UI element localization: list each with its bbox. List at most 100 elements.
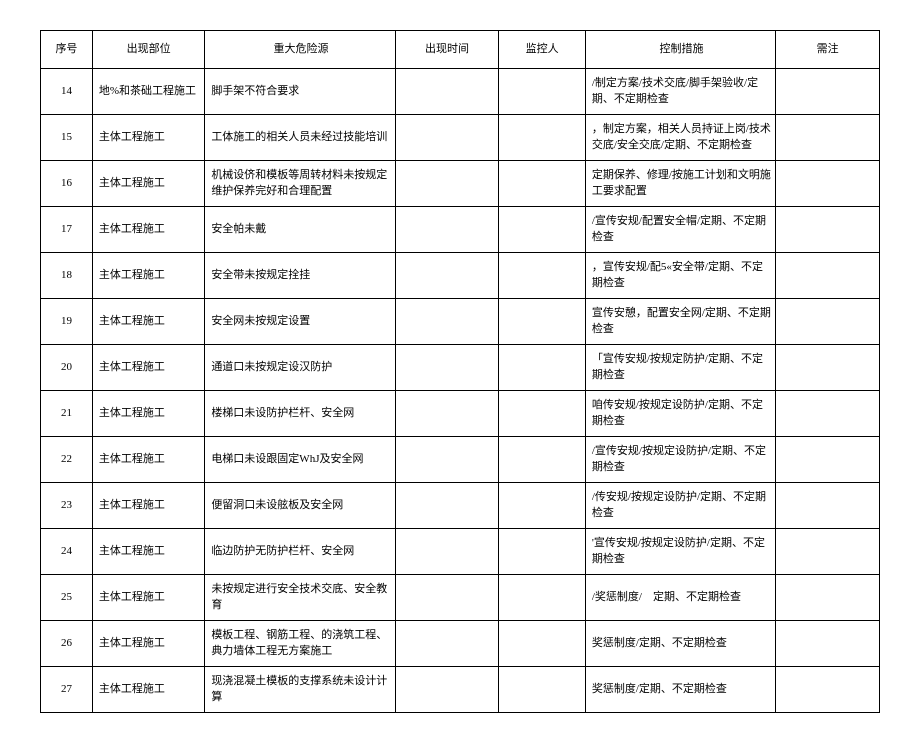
cell-seq: 20 xyxy=(41,344,93,390)
cell-seq: 24 xyxy=(41,528,93,574)
header-row: 序号 出现部位 重大危险源 出现时间 监控人 控制措施 需注 xyxy=(41,31,880,69)
cell-note xyxy=(776,68,880,114)
cell-measure: 咱传安规/按规定设防护/定期、不定期检查 xyxy=(585,390,775,436)
cell-time xyxy=(395,620,499,666)
header-seq: 序号 xyxy=(41,31,93,69)
cell-loc: 主体工程施工 xyxy=(92,206,204,252)
header-loc: 出现部位 xyxy=(92,31,204,69)
cell-monitor xyxy=(499,298,585,344)
cell-measure: /传安规/按规定设防护/定期、不定期检查 xyxy=(585,482,775,528)
cell-seq: 27 xyxy=(41,666,93,712)
cell-time xyxy=(395,114,499,160)
cell-measure: 奖惩制度/定期、不定期检查 xyxy=(585,666,775,712)
cell-time xyxy=(395,252,499,298)
cell-seq: 15 xyxy=(41,114,93,160)
table-row: 26主体工程施工模板工程、钢筋工程、的浇筑工程、典力墙体工程无方案施工 奖惩制度/… xyxy=(41,620,880,666)
cell-note xyxy=(776,666,880,712)
cell-note xyxy=(776,620,880,666)
cell-seq: 26 xyxy=(41,620,93,666)
cell-note xyxy=(776,390,880,436)
cell-seq: 17 xyxy=(41,206,93,252)
cell-seq: 18 xyxy=(41,252,93,298)
cell-monitor xyxy=(499,620,585,666)
cell-note xyxy=(776,528,880,574)
table-row: 14地%和茶础工程施工脚手架不符合要求/制定方案/技术交底/脚手架验收/定期、不… xyxy=(41,68,880,114)
table-row: 15主体工程施工工体施工的相关人员未经过技能培训 ，制定方案，相关人员持证上岗/技… xyxy=(41,114,880,160)
table-row: 18主体工程施工安全带未按规定拴挂，宣传安规/配5«安全带/定期、不定期检查 xyxy=(41,252,880,298)
cell-note xyxy=(776,114,880,160)
hazard-table: 序号 出现部位 重大危险源 出现时间 监控人 控制措施 需注 14地%和茶础工程… xyxy=(40,30,880,713)
cell-hazard: 安全带未按规定拴挂 xyxy=(205,252,395,298)
cell-time xyxy=(395,528,499,574)
cell-monitor xyxy=(499,252,585,298)
cell-loc: 主体工程施工 xyxy=(92,528,204,574)
cell-loc: 主体工程施工 xyxy=(92,114,204,160)
cell-loc: 主体工程施工 xyxy=(92,298,204,344)
table-row: 22主体工程施工电梯口未设跟固定WhJ及安全网/宣传安规/按规定设防护/定期、不… xyxy=(41,436,880,482)
cell-seq: 14 xyxy=(41,68,93,114)
table-row: 21主体工程施工楼梯口未设防护栏杆、安全网咱传安规/按规定设防护/定期、不定期检… xyxy=(41,390,880,436)
cell-loc: 主体工程施工 xyxy=(92,666,204,712)
cell-hazard: 便留洞口未设舷板及安全网 xyxy=(205,482,395,528)
cell-note xyxy=(776,160,880,206)
cell-note xyxy=(776,574,880,620)
cell-time xyxy=(395,574,499,620)
table-row: 24主体工程施工临边防护无防护栏杆、安全网 '宣传安规/按规定设防护/定期、不定期… xyxy=(41,528,880,574)
cell-monitor xyxy=(499,482,585,528)
cell-measure: ，宣传安规/配5«安全带/定期、不定期检查 xyxy=(585,252,775,298)
cell-measure: '宣传安规/按规定设防护/定期、不定期检查 xyxy=(585,528,775,574)
cell-seq: 23 xyxy=(41,482,93,528)
cell-measure: /宣传安规/配置安全帽/定期、不定期检查 xyxy=(585,206,775,252)
cell-time xyxy=(395,68,499,114)
cell-note xyxy=(776,206,880,252)
cell-measure: 「宣传安规/按规定防护/定期、不定期检查 xyxy=(585,344,775,390)
cell-measure: 定期保养、修理/按施工计划和文明施工要求配置 xyxy=(585,160,775,206)
cell-loc: 主体工程施工 xyxy=(92,160,204,206)
cell-loc: 主体工程施工 xyxy=(92,482,204,528)
cell-time xyxy=(395,160,499,206)
cell-note xyxy=(776,344,880,390)
cell-monitor xyxy=(499,390,585,436)
cell-measure: 宣传安憩，配置安全网/定期、不定期检查 xyxy=(585,298,775,344)
cell-time xyxy=(395,666,499,712)
cell-seq: 16 xyxy=(41,160,93,206)
cell-monitor xyxy=(499,574,585,620)
cell-loc: 主体工程施工 xyxy=(92,344,204,390)
table-row: 16主体工程施工机械设侪和模板等周转材料未按规定维护保养完好和合理配置 定期保养、… xyxy=(41,160,880,206)
cell-hazard: 现浇混凝土模板的支撑系统未设计计算 xyxy=(205,666,395,712)
cell-monitor xyxy=(499,528,585,574)
cell-monitor xyxy=(499,344,585,390)
table-row: 17主体工程施工安全帕未戴/宣传安规/配置安全帽/定期、不定期检查 xyxy=(41,206,880,252)
cell-time xyxy=(395,206,499,252)
cell-measure: 奖惩制度/定期、不定期检查 xyxy=(585,620,775,666)
cell-measure: /宣传安规/按规定设防护/定期、不定期检查 xyxy=(585,436,775,482)
header-time: 出现时间 xyxy=(395,31,499,69)
cell-loc: 主体工程施工 xyxy=(92,436,204,482)
cell-time xyxy=(395,482,499,528)
cell-hazard: 脚手架不符合要求 xyxy=(205,68,395,114)
cell-monitor xyxy=(499,68,585,114)
cell-note xyxy=(776,482,880,528)
cell-monitor xyxy=(499,666,585,712)
cell-loc: 主体工程施工 xyxy=(92,620,204,666)
cell-hazard: 模板工程、钢筋工程、的浇筑工程、典力墙体工程无方案施工 xyxy=(205,620,395,666)
cell-hazard: 楼梯口未设防护栏杆、安全网 xyxy=(205,390,395,436)
cell-measure: ，制定方案，相关人员持证上岗/技术交底/安全交底/定期、不定期检查 xyxy=(585,114,775,160)
header-measure: 控制措施 xyxy=(585,31,775,69)
cell-hazard: 安全网未按规定设置 xyxy=(205,298,395,344)
table-row: 25主体工程施工未按规定进行安全技术交底、安全教育/奖惩制度/ 定期、不定期检查 xyxy=(41,574,880,620)
cell-hazard: 安全帕未戴 xyxy=(205,206,395,252)
table-row: 23主体工程施工便留洞口未设舷板及安全网/传安规/按规定设防护/定期、不定期检查 xyxy=(41,482,880,528)
cell-time xyxy=(395,344,499,390)
cell-hazard: 临边防护无防护栏杆、安全网 xyxy=(205,528,395,574)
table-body: 14地%和茶础工程施工脚手架不符合要求/制定方案/技术交底/脚手架验收/定期、不… xyxy=(41,68,880,712)
header-note: 需注 xyxy=(776,31,880,69)
cell-monitor xyxy=(499,114,585,160)
cell-measure: /奖惩制度/ 定期、不定期检查 xyxy=(585,574,775,620)
cell-loc: 主体工程施工 xyxy=(92,574,204,620)
cell-seq: 19 xyxy=(41,298,93,344)
table-row: 19主体工程施工安全网未按规定设置 宣传安憩，配置安全网/定期、不定期检查 xyxy=(41,298,880,344)
cell-hazard: 工体施工的相关人员未经过技能培训 xyxy=(205,114,395,160)
header-hazard: 重大危险源 xyxy=(205,31,395,69)
cell-hazard: 机械设侪和模板等周转材料未按规定维护保养完好和合理配置 xyxy=(205,160,395,206)
